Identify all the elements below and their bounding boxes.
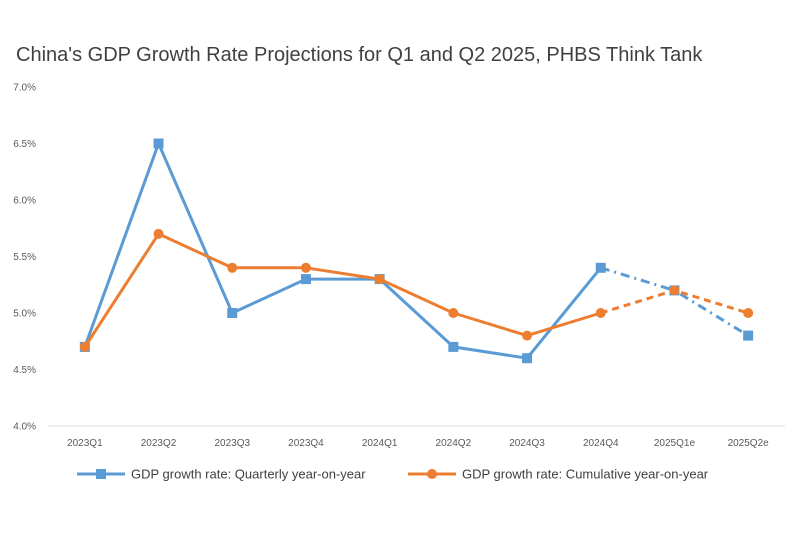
data-point [595,262,606,273]
data-point [79,341,90,352]
data-point [522,353,533,364]
y-tick-label: 7.0% [13,83,36,94]
y-tick-label: 4.0% [13,422,36,433]
legend-marker [427,469,437,479]
x-tick-label: 2024Q1 [362,438,398,449]
data-point [448,308,459,318]
y-tick-label: 6.5% [13,139,36,150]
data-point [743,330,754,341]
x-tick-label: 2025Q1e [654,438,696,449]
series-quarterly [79,138,754,364]
data-point [227,262,238,273]
legend-label: GDP growth rate: Cumulative year-on-year [462,467,709,482]
x-tick-label: 2023Q2 [141,438,177,449]
y-tick-label: 6.0% [13,196,36,207]
data-point [300,262,311,273]
y-tick-label: 4.5% [13,365,36,376]
series-line-actual [83,142,603,360]
x-tick-label: 2023Q3 [214,438,250,449]
data-point [743,308,754,318]
series-line-actual [83,232,603,349]
data-point [448,341,459,352]
x-tick-label: 2023Q1 [67,438,103,449]
data-point [300,274,311,285]
x-tick-label: 2024Q3 [509,438,545,449]
legend: GDP growth rate: Quarterly year-on-year G… [77,467,709,482]
data-point [595,308,606,318]
data-point [522,330,533,341]
series-group [79,138,754,364]
x-tick-label: 2025Q2e [728,438,770,449]
x-tick-label: 2024Q2 [436,438,472,449]
data-point [227,308,238,318]
y-tick-label: 5.5% [13,252,36,263]
data-point [669,285,680,296]
data-point [374,274,385,285]
legend-item-cumulative: GDP growth rate: Cumulative year-on-year [408,467,709,482]
legend-item-quarterly: GDP growth rate: Quarterly year-on-year [77,467,366,482]
axes: 4.0% 4.5% 5.0% 5.5% 6.0% 6.5% 7.0% 2023Q1 2023Q2… [13,83,785,449]
data-point [153,228,164,239]
x-tick-label: 2023Q4 [288,438,324,449]
legend-label: GDP growth rate: Quarterly year-on-year [131,467,366,482]
series-cumulative [79,228,754,352]
series-line-projection [600,266,749,337]
y-tick-label: 5.0% [13,309,36,320]
legend-marker [96,469,106,479]
chart-title: China's GDP Growth Rate Projections for … [16,44,703,66]
data-point [153,138,164,149]
x-tick-label: 2024Q4 [583,438,619,449]
